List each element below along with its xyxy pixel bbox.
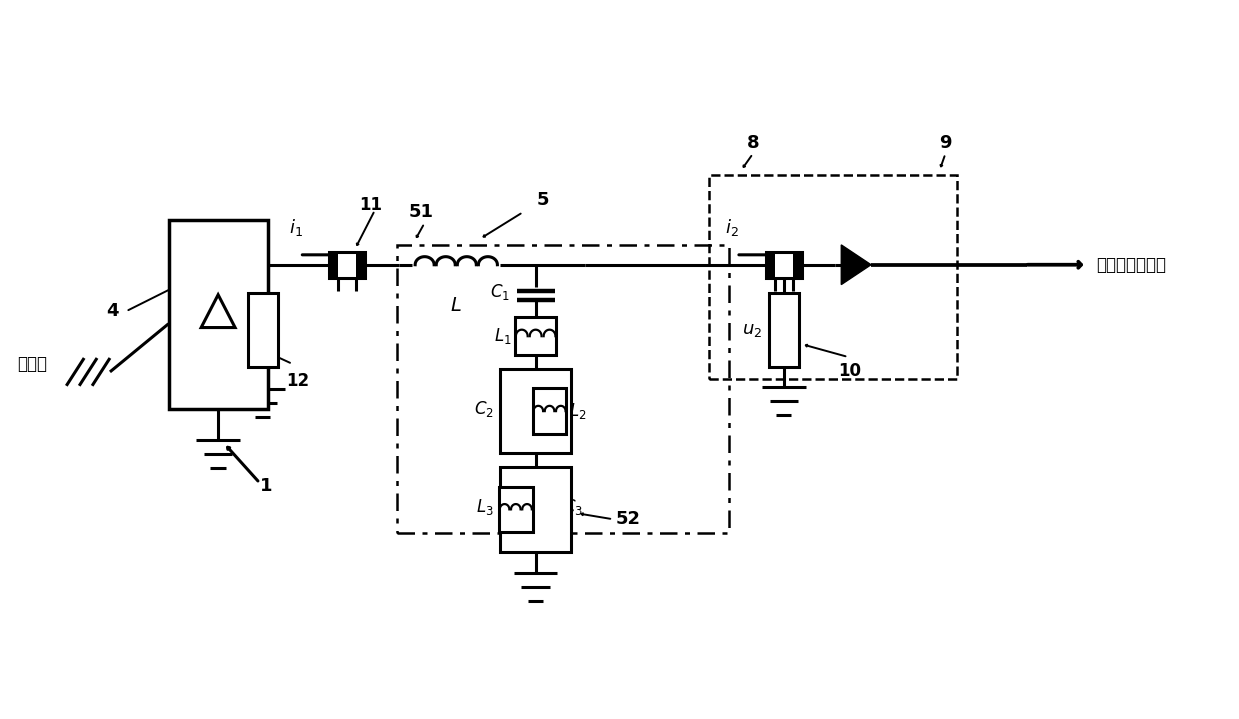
Text: $L_2$: $L_2$ [570,401,587,421]
Bar [248,293,278,367]
Text: $i_2$: $i_2$ [725,216,738,237]
Bar [515,317,556,355]
Bar [499,467,571,551]
Text: 51: 51 [409,203,434,221]
Polygon shape [841,245,871,285]
Bar [330,252,338,278]
Text: $C_2$: $C_2$ [475,399,494,419]
Bar [533,388,566,434]
Bar [499,369,571,453]
Text: 9: 9 [939,134,952,152]
Bar [330,252,366,278]
Text: $u_2$: $u_2$ [742,321,762,339]
Text: $u_1$: $u_1$ [221,321,240,339]
Text: 10: 10 [839,362,861,380]
Bar [396,245,729,533]
Bar [793,252,802,278]
Text: $L_3$: $L_3$ [476,498,494,518]
Bar [766,252,802,278]
Bar [709,175,958,379]
Bar [769,293,799,367]
Text: 5: 5 [536,191,549,209]
Bar [356,252,366,278]
Text: 交流侧: 交流侧 [17,355,47,373]
Bar [766,252,774,278]
Text: $L$: $L$ [451,296,462,316]
Text: 至直流输电线路: 至直流输电线路 [1097,256,1166,274]
Text: $C_1$: $C_1$ [489,282,510,301]
Text: $L_1$: $L_1$ [494,326,512,346]
Text: $i_1$: $i_1$ [289,216,302,237]
Bar [169,220,268,408]
Text: 4: 4 [107,303,119,321]
Bar [499,487,533,532]
Text: 12: 12 [286,372,310,390]
Text: $C_3$: $C_3$ [564,498,584,518]
Text: 52: 52 [616,510,641,528]
Text: 1: 1 [260,477,273,495]
Text: 11: 11 [359,196,382,214]
Text: 8: 8 [747,134,760,152]
